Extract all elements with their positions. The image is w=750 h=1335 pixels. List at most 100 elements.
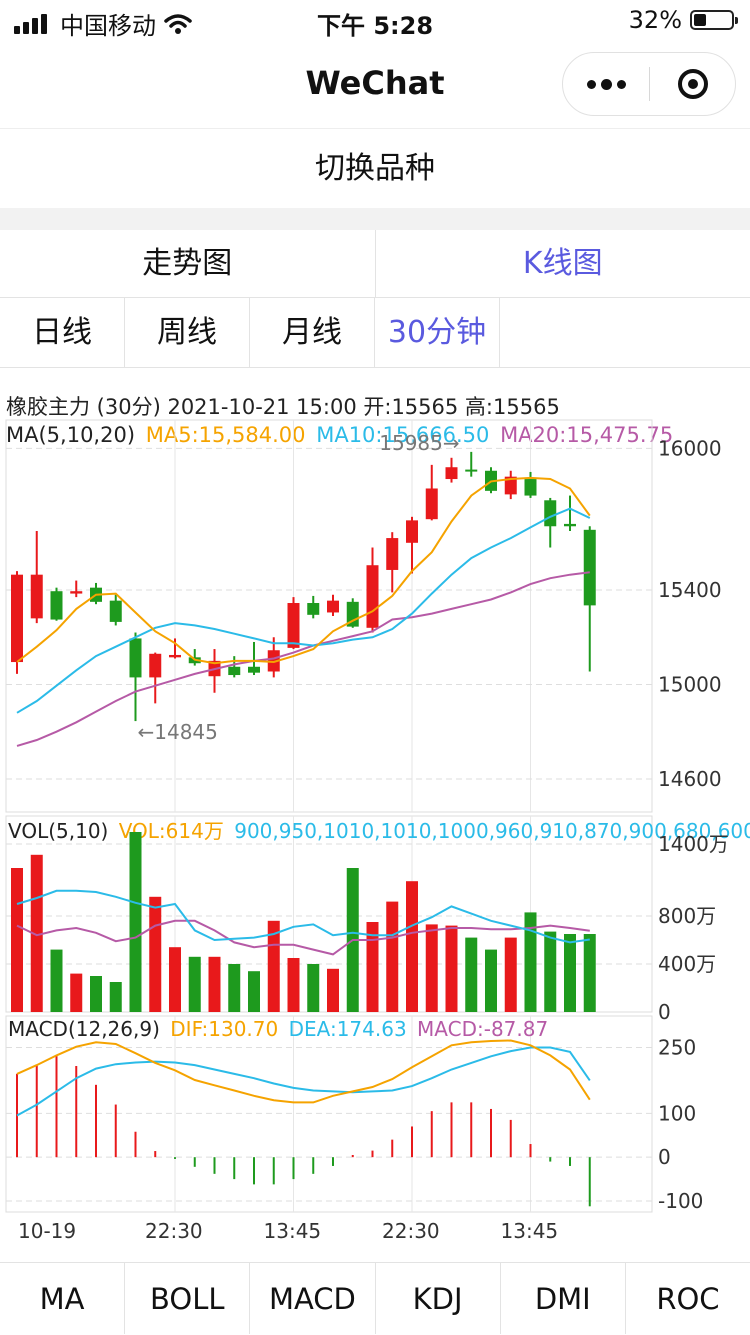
candle <box>149 653 161 704</box>
kline-chart[interactable]: 橡胶主力 (30分) 2021-10-21 15:00 开:15565 高:15… <box>0 380 750 1260</box>
volume-bar <box>465 938 477 1012</box>
dif-value: DIF:130.70 <box>170 1017 278 1041</box>
tab-30min[interactable]: 30分钟 <box>375 298 500 367</box>
ma5-line <box>17 478 590 663</box>
indicator-dmi[interactable]: DMI <box>500 1263 625 1334</box>
candle-body <box>70 591 82 593</box>
indicator-boll[interactable]: BOLL <box>124 1263 249 1334</box>
mini-program-capsule <box>562 52 736 116</box>
candle <box>70 581 82 598</box>
indicator-roc[interactable]: ROC <box>625 1263 750 1334</box>
candle-body <box>584 530 596 606</box>
x-tick-label: 22:30 <box>382 1219 440 1243</box>
volume-bar <box>386 902 398 1012</box>
candle <box>51 588 63 621</box>
volume-bar <box>189 957 201 1012</box>
indicator-macd[interactable]: MACD <box>249 1263 374 1334</box>
volume-bar <box>228 964 240 1012</box>
indicator-ma[interactable]: MA <box>0 1263 124 1334</box>
candle <box>367 548 379 633</box>
battery-percent: 32% <box>629 6 682 34</box>
indicator-kdj[interactable]: KDJ <box>375 1263 500 1334</box>
tab-kline[interactable]: K线图 <box>375 230 750 297</box>
min-price-label: ←14845 <box>138 720 218 744</box>
instrument-line: 橡胶主力 (30分) 2021-10-21 15:00 开:15565 高:15… <box>6 395 560 419</box>
volume-bar <box>446 926 458 1012</box>
dif-line <box>17 1041 590 1103</box>
tab-trend[interactable]: 走势图 <box>0 230 375 297</box>
kline-chart-svg: 橡胶主力 (30分) 2021-10-21 15:00 开:15565 高:15… <box>0 380 750 1260</box>
candle-body <box>307 603 319 615</box>
candle <box>307 596 319 618</box>
x-tick-label: 13:45 <box>501 1219 559 1243</box>
candle-body <box>130 638 142 677</box>
vol-tick-label: 0 <box>658 1000 671 1024</box>
dea-value: DEA:174.63 <box>289 1017 407 1041</box>
candle-body <box>288 603 300 648</box>
candle <box>386 532 398 592</box>
x-tick-label: 13:45 <box>264 1219 322 1243</box>
candle <box>584 526 596 671</box>
volume-bar <box>70 974 82 1012</box>
macd-label: MACD(12,26,9) <box>8 1017 160 1041</box>
x-tick-label: 22:30 <box>145 1219 203 1243</box>
volume-bar <box>90 976 102 1012</box>
candle <box>426 465 438 520</box>
candle-body <box>248 667 260 673</box>
volume-bar <box>426 924 438 1012</box>
macd-value: MACD:-87.87 <box>417 1017 548 1041</box>
vol-label: VOL(5,10) <box>8 819 108 843</box>
candle-body <box>386 538 398 570</box>
candle-body <box>564 524 576 526</box>
candle-body <box>465 470 477 472</box>
tab-weekly[interactable]: 周线 <box>125 298 250 367</box>
candle <box>327 595 339 616</box>
candle-body <box>110 601 122 622</box>
volume-bar <box>149 897 161 1012</box>
volume-bar <box>110 982 122 1012</box>
max-price-label: 15985→ <box>379 431 459 455</box>
tab-monthly[interactable]: 月线 <box>250 298 375 367</box>
volume-bar <box>307 964 319 1012</box>
volume-bar <box>209 957 221 1012</box>
candle <box>406 517 418 574</box>
candle-body <box>367 565 379 628</box>
macd-tick-label: 250 <box>658 1036 696 1060</box>
ma5-value: MA5:15,584.00 <box>146 423 306 447</box>
ma20-line <box>17 572 590 746</box>
candle <box>31 531 43 623</box>
volume-bar <box>130 832 142 1012</box>
macd-tick-label: 100 <box>658 1101 696 1125</box>
ma10-line <box>17 509 590 713</box>
ma-label: MA(5,10,20) <box>6 423 135 447</box>
volume-bar <box>544 932 556 1012</box>
volume-bar <box>505 938 517 1012</box>
volume-bar <box>169 947 181 1012</box>
tab-daily[interactable]: 日线 <box>0 298 125 367</box>
vol-tick-label: 800万 <box>658 904 716 928</box>
candle-body <box>446 467 458 479</box>
candle-body <box>149 654 161 678</box>
volume-bar <box>288 958 300 1012</box>
candle-body <box>31 575 43 619</box>
candle-body <box>51 591 63 619</box>
more-button[interactable] <box>563 53 649 115</box>
price-tick-label: 15000 <box>658 672 722 696</box>
volume-bar <box>51 950 63 1012</box>
status-bar: 中国移动 下午 5:28 32% <box>0 0 750 40</box>
candle <box>544 498 556 548</box>
candle-body <box>544 500 556 526</box>
close-button[interactable] <box>650 53 736 115</box>
candle <box>110 595 122 626</box>
switch-variety-button[interactable]: 切换品种 <box>0 128 750 208</box>
candle-body <box>406 520 418 542</box>
volume-bar <box>584 934 596 1012</box>
more-dots-icon <box>587 80 596 89</box>
section-gap <box>0 208 750 230</box>
volume-bar <box>11 868 23 1012</box>
candle <box>564 496 576 531</box>
candle-body <box>426 488 438 519</box>
switch-variety-label: 切换品种 <box>0 129 750 209</box>
volume-bar <box>248 971 260 1012</box>
close-ring-icon <box>678 69 708 99</box>
